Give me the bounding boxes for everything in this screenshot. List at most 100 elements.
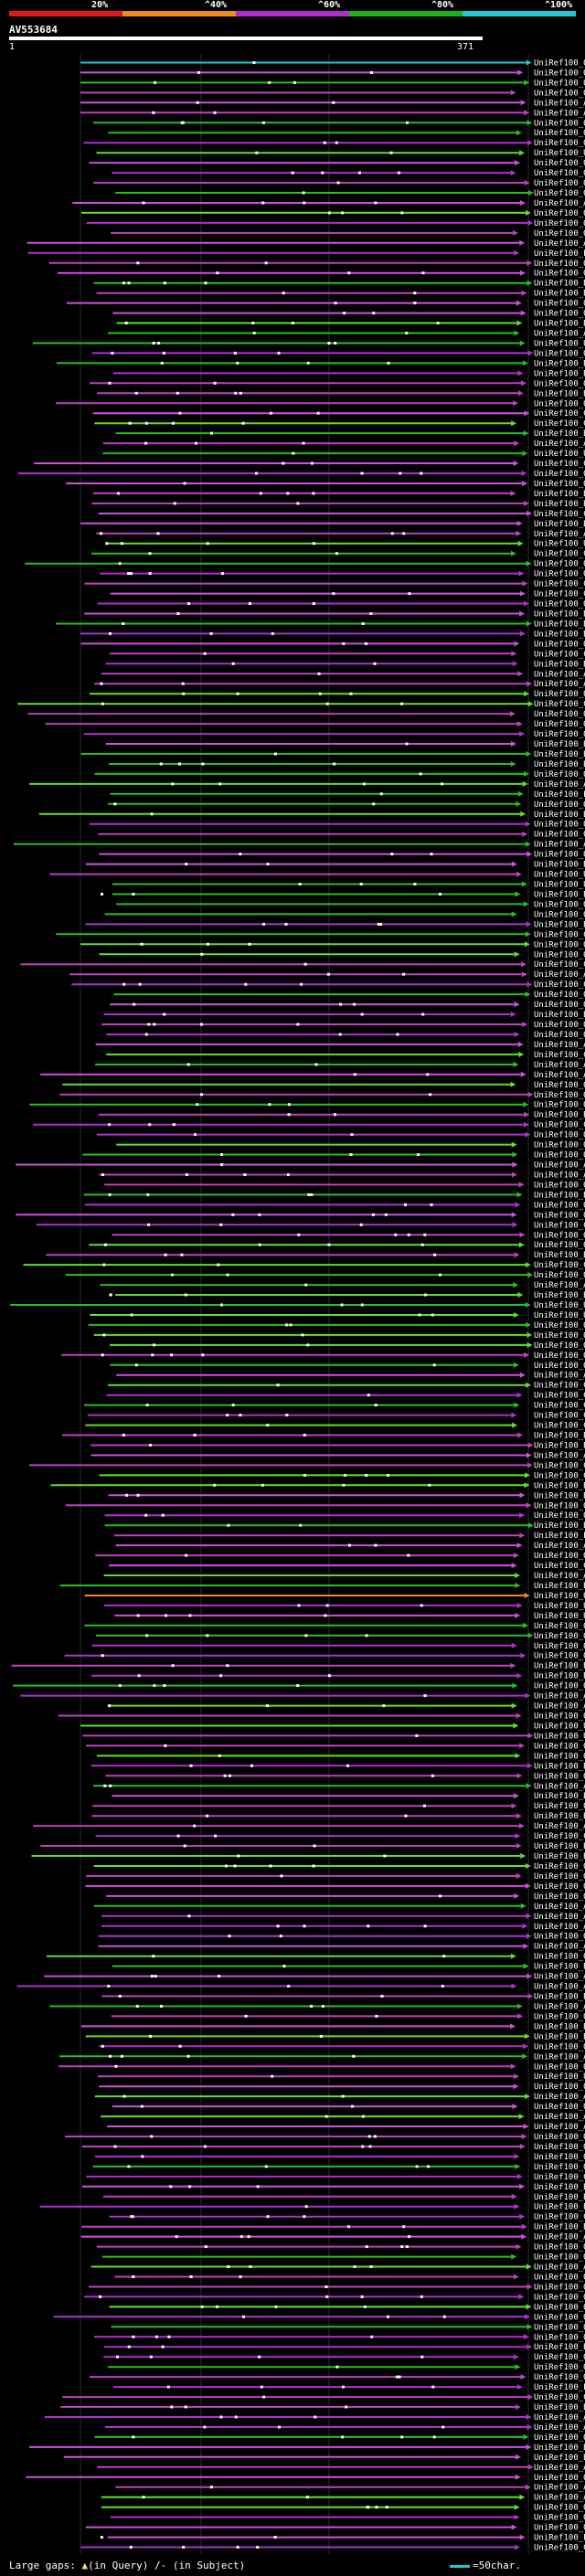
- hit-label[interactable]: UniRef100_Q1Y0N0: [534, 910, 585, 919]
- hit-label[interactable]: UniRef100_B1Y9T1: [534, 320, 585, 329]
- hit-label[interactable]: UniRef100_Q40786: [534, 640, 585, 649]
- hit-label[interactable]: UniRef100_B9RLD5: [534, 1291, 585, 1300]
- hit-label[interactable]: UniRef100_C5VC76: [534, 1412, 585, 1421]
- hit-label[interactable]: UniRef100_Q04BY6: [534, 1131, 585, 1140]
- hit-label[interactable]: UniRef100_C5XK46: [534, 580, 585, 589]
- hit-label[interactable]: UniRef100_C1FPG8: [534, 1221, 585, 1230]
- hit-label[interactable]: UniRef100_Q2J236: [534, 831, 585, 840]
- hit-label[interactable]: UniRef100_Q9HY05: [534, 2274, 585, 2283]
- hit-label[interactable]: UniRef100_B9H626: [534, 290, 585, 299]
- hit-label[interactable]: UniRef100_A2SEM8: [534, 2494, 585, 2503]
- hit-label[interactable]: UniRef100_Q9FM99: [534, 1712, 585, 1722]
- hit-label[interactable]: UniRef100_A3NTR5: [534, 1983, 585, 1992]
- hit-label[interactable]: UniRef100_Q5XJ31: [534, 2103, 585, 2112]
- hit-label[interactable]: UniRef100_Q8C5Z5: [534, 379, 585, 388]
- hit-label[interactable]: UniRef100_Q6LJ73: [534, 2353, 585, 2362]
- hit-label[interactable]: UniRef100_A5NMY8: [534, 1281, 585, 1290]
- hit-label[interactable]: UniRef100_Q9LXF7: [534, 229, 585, 239]
- hit-label[interactable]: UniRef100_Q9GTI0: [534, 1511, 585, 1521]
- hit-label[interactable]: UniRef100_Q1EPW1: [534, 851, 585, 860]
- hit-label[interactable]: UniRef100_Q3R162: [534, 1642, 585, 1651]
- hit-label[interactable]: UniRef100_Q3Q659: [534, 2042, 585, 2051]
- hit-label[interactable]: UniRef100_UP1000..: [534, 1301, 585, 1310]
- hit-label[interactable]: UniRef100_UP1000..: [534, 1602, 585, 1611]
- hit-label[interactable]: UniRef100_Q2JSH5: [534, 1241, 585, 1250]
- hit-label[interactable]: UniRef100_Q9SFQ3: [534, 300, 585, 309]
- hit-label[interactable]: UniRef100_A6NVW6: [534, 680, 585, 689]
- hit-label[interactable]: UniRef100_A9RWZ5: [534, 1161, 585, 1171]
- hit-label[interactable]: UniRef100_Q9ZTJ7: [534, 470, 585, 479]
- hit-label[interactable]: UniRef100_B3H4H9: [534, 660, 585, 669]
- hit-label[interactable]: UniRef100_C5AL07: [534, 1261, 585, 1270]
- hit-label[interactable]: UniRef100_C5NVM8: [534, 2393, 585, 2402]
- hit-label[interactable]: UniRef100_C6NAP9: [534, 700, 585, 709]
- hit-label[interactable]: UniRef100_B9RPP5: [534, 2193, 585, 2202]
- hit-label[interactable]: UniRef100_Q3KTK6: [534, 1271, 585, 1280]
- hit-label[interactable]: UniRef100_Q9S1V1: [534, 1682, 585, 1691]
- hit-label[interactable]: UniRef100_A7H5N7: [534, 2113, 585, 2122]
- hit-label[interactable]: UniRef100_Q7SY47: [534, 2133, 585, 2142]
- hit-label[interactable]: UniRef100_B6U1N0: [534, 369, 585, 378]
- hit-label[interactable]: UniRef100_C1DXF6: [534, 1392, 585, 1401]
- hit-label[interactable]: UniRef100_C5XMY9: [534, 650, 585, 659]
- hit-label[interactable]: UniRef100_A6NT11: [534, 2423, 585, 2433]
- hit-label[interactable]: UniRef100_Q14402: [534, 1752, 585, 1761]
- hit-label[interactable]: UniRef100_B3XYZ1: [534, 2223, 585, 2232]
- hit-label[interactable]: UniRef100_Q6V5T0: [534, 1892, 585, 1902]
- hit-label[interactable]: UniRef100_C1FGW1: [534, 2173, 585, 2182]
- hit-label[interactable]: UniRef100_A4SQN2: [534, 2263, 585, 2273]
- hit-label[interactable]: UniRef100_Q9C856: [534, 209, 585, 218]
- hit-label[interactable]: UniRef100_B8HBY3: [534, 1963, 585, 1972]
- hit-label[interactable]: UniRef100_B7FCZ2: [534, 359, 585, 368]
- hit-label[interactable]: UniRef100_A0JIF7: [534, 2052, 585, 2062]
- hit-label[interactable]: UniRef100_Q3BEJ8: [534, 1632, 585, 1641]
- hit-label[interactable]: UniRef100_A9PGB3: [534, 1071, 585, 1080]
- hit-label[interactable]: UniRef100_P41479: [534, 790, 585, 800]
- hit-label[interactable]: UniRef100_Q3EC03: [534, 169, 585, 178]
- hit-label[interactable]: UniRef100_B4RLH3: [534, 2203, 585, 2212]
- hit-label[interactable]: UniRef100_Q3Z219: [534, 129, 585, 138]
- hit-label[interactable]: UniRef100_C0YBK6: [534, 1422, 585, 1431]
- hit-label[interactable]: UniRef100_A5BD19: [534, 970, 585, 980]
- hit-label[interactable]: UniRef100_B5JNK2: [534, 630, 585, 639]
- hit-label[interactable]: UniRef100_B9HUR6: [534, 2443, 585, 2453]
- hit-label[interactable]: UniRef100_A5VSN4: [534, 841, 585, 850]
- hit-label[interactable]: UniRef100_Q8LCE4: [534, 560, 585, 569]
- hit-label[interactable]: UniRef100_C1EPP7: [534, 1832, 585, 1841]
- hit-label[interactable]: UniRef100_A7R0E9: [534, 330, 585, 339]
- hit-label[interactable]: UniRef100_UP1000..: [534, 1723, 585, 1732]
- hit-label[interactable]: UniRef100_C2LVN1: [534, 1461, 585, 1470]
- hit-label[interactable]: UniRef100_Q84QK1: [534, 89, 585, 98]
- hit-label[interactable]: UniRef100_B9G0E8: [534, 1582, 585, 1591]
- hit-label[interactable]: UniRef100_B4FT34: [534, 1852, 585, 1861]
- hit-label[interactable]: UniRef100_P43319: [534, 249, 585, 259]
- hit-label[interactable]: UniRef100_Q43558: [534, 159, 585, 168]
- hit-label[interactable]: UniRef100_Q1SGS9: [534, 2153, 585, 2162]
- hit-label[interactable]: UniRef100_Q3Y7D0: [534, 940, 585, 949]
- hit-label[interactable]: UniRef100_B6UMB2: [534, 1191, 585, 1200]
- hit-label[interactable]: UniRef100_B9KL59: [534, 2454, 585, 2463]
- hit-label[interactable]: UniRef100_Q1EP18: [534, 950, 585, 959]
- hit-label[interactable]: UniRef100_Q63P41: [534, 1331, 585, 1341]
- hit-label[interactable]: UniRef100_Q8I8Z0: [534, 1862, 585, 1871]
- hit-label[interactable]: UniRef100_B3K319: [534, 1251, 585, 1260]
- hit-label[interactable]: UniRef100_UP1000..: [534, 1311, 585, 1320]
- hit-label[interactable]: UniRef100_B5RJ80: [534, 520, 585, 529]
- hit-label[interactable]: UniRef100_B1YB66: [534, 429, 585, 439]
- hit-label[interactable]: UniRef100_A8S1E4: [534, 1572, 585, 1581]
- hit-label[interactable]: UniRef100_Q9K2Z0: [534, 690, 585, 699]
- hit-label[interactable]: UniRef100_A5UNM5: [534, 1041, 585, 1050]
- hit-label[interactable]: UniRef100_Q6S5E8: [534, 2363, 585, 2372]
- hit-label[interactable]: UniRef100_C2BVJ8: [534, 1121, 585, 1130]
- hit-label[interactable]: UniRef100_B4DBV6: [534, 1672, 585, 1681]
- hit-label[interactable]: UniRef100_Q7ZXM5: [534, 2012, 585, 2021]
- hit-label[interactable]: UniRef100_Q7T9Y7: [534, 600, 585, 610]
- hit-label[interactable]: UniRef100_B8A9G0: [534, 620, 585, 630]
- hit-label[interactable]: UniRef100_B7CT47: [534, 1432, 585, 1441]
- hit-label[interactable]: UniRef100_P93797: [534, 2383, 585, 2392]
- hit-label[interactable]: UniRef100_A6SVH4: [534, 2093, 585, 2102]
- hit-label[interactable]: UniRef100_A4S9N9: [534, 2484, 585, 2493]
- hit-label[interactable]: UniRef100_Q3KVH5: [534, 1652, 585, 1661]
- hit-label[interactable]: UniRef100_A7QW77: [534, 199, 585, 208]
- hit-label[interactable]: UniRef100_UP1000..: [534, 450, 585, 459]
